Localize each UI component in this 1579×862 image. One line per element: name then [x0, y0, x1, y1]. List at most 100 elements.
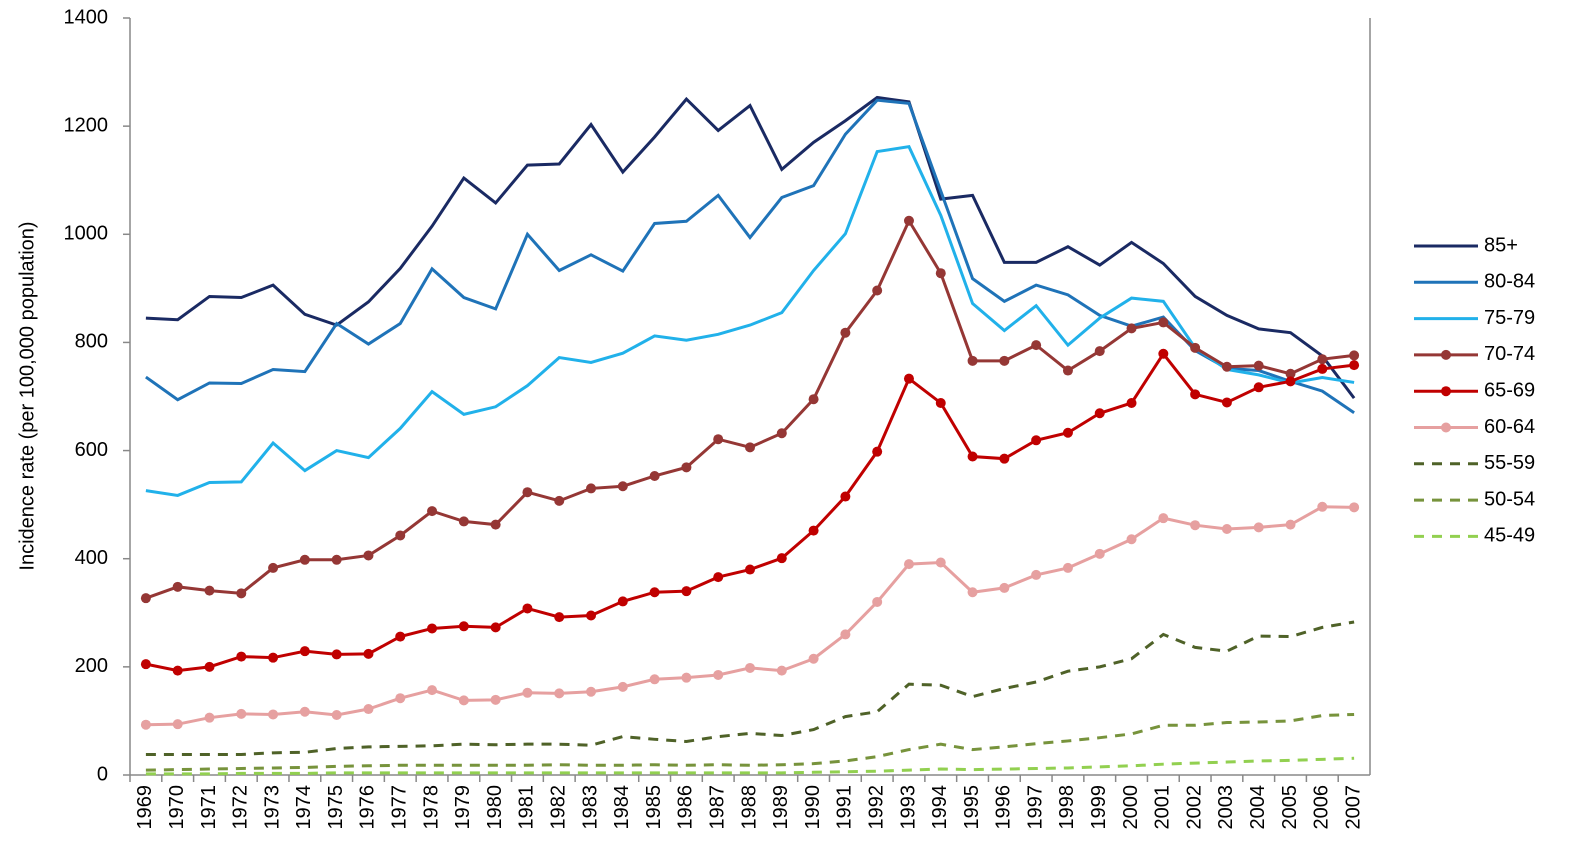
point	[1158, 348, 1169, 359]
y-axis-label: Incidence rate (per 100,000 population)	[16, 221, 38, 570]
point	[1190, 342, 1201, 353]
point	[681, 586, 692, 597]
x-tick-label: 1980	[484, 785, 506, 830]
point	[268, 562, 279, 573]
point	[395, 693, 406, 704]
point	[363, 704, 374, 715]
point	[172, 719, 183, 730]
point	[236, 588, 247, 599]
x-tick-label: 1976	[357, 785, 379, 830]
point	[1190, 520, 1201, 531]
point	[204, 712, 215, 723]
legend-label: 50-54	[1484, 488, 1535, 510]
point	[427, 506, 438, 517]
legend-label: 80-84	[1484, 271, 1535, 293]
x-tick-label: 1982	[548, 785, 570, 830]
point	[522, 487, 533, 498]
point	[872, 446, 883, 457]
point	[1317, 363, 1328, 374]
point	[172, 665, 183, 676]
point	[490, 622, 501, 633]
point	[1317, 501, 1328, 512]
legend-label: 70-74	[1484, 343, 1535, 365]
x-tick-label: 1989	[770, 785, 792, 830]
point	[458, 695, 469, 706]
y-tick-label: 1200	[64, 114, 109, 136]
point	[1253, 382, 1264, 393]
series-line	[145, 217, 1355, 600]
x-tick-label: 1995	[961, 785, 983, 830]
x-tick-label: 1978	[420, 785, 442, 830]
x-tick-label: 1984	[611, 785, 633, 830]
point	[649, 587, 660, 598]
x-tick-label: 1997	[1024, 785, 1046, 830]
point	[204, 585, 215, 596]
point	[872, 285, 883, 296]
point	[1062, 562, 1073, 573]
legend-label: 65-69	[1484, 379, 1535, 401]
point	[840, 491, 851, 502]
x-tick-label: 2006	[1311, 785, 1333, 830]
x-tick-label: 1972	[230, 785, 252, 830]
point	[1158, 317, 1169, 328]
legend-marker	[1441, 422, 1451, 433]
x-tick-label: 1985	[643, 785, 665, 830]
point	[586, 483, 597, 494]
legend-marker	[1441, 386, 1451, 397]
x-tick-label: 1983	[579, 785, 601, 830]
point	[1126, 534, 1137, 545]
point	[172, 581, 183, 592]
series-line	[145, 98, 1355, 414]
x-tick-label: 1975	[325, 785, 347, 830]
point	[999, 453, 1010, 464]
point	[903, 373, 914, 384]
point	[1221, 361, 1232, 372]
point	[935, 557, 946, 568]
point	[840, 327, 851, 338]
point	[1221, 523, 1232, 534]
x-tick-label: 2001	[1152, 785, 1174, 830]
point	[395, 631, 406, 642]
point	[1031, 340, 1042, 351]
point	[935, 397, 946, 408]
point	[1285, 519, 1296, 530]
series-line	[145, 145, 1355, 497]
point	[363, 648, 374, 659]
point	[745, 442, 755, 453]
point	[1253, 522, 1264, 533]
point	[299, 646, 310, 657]
x-tick-label: 1977	[389, 785, 411, 830]
x-tick-label: 1994	[929, 785, 951, 830]
point	[522, 687, 533, 698]
point	[490, 519, 501, 530]
point	[1253, 360, 1264, 371]
point	[1190, 389, 1201, 400]
point	[236, 651, 247, 662]
point	[1349, 350, 1360, 361]
point	[1031, 435, 1042, 446]
point	[1031, 569, 1042, 580]
point	[268, 652, 279, 663]
legend-label: 75-79	[1484, 307, 1535, 329]
x-tick-label: 1987	[706, 785, 728, 830]
point	[1285, 376, 1296, 387]
y-tick-label: 1000	[64, 223, 109, 245]
point	[140, 659, 151, 670]
point	[1094, 548, 1105, 559]
point	[427, 623, 438, 634]
series-line	[145, 620, 1355, 756]
point	[1285, 368, 1296, 379]
point	[840, 629, 851, 640]
x-tick-label: 1988	[738, 785, 760, 830]
point	[617, 596, 628, 607]
point	[1158, 513, 1169, 524]
x-tick-label: 2007	[1342, 785, 1364, 830]
point	[522, 603, 533, 614]
point	[268, 709, 279, 720]
point	[363, 550, 374, 561]
point	[427, 685, 438, 696]
x-tick-label: 1993	[897, 785, 919, 830]
point	[331, 649, 342, 660]
point	[713, 572, 724, 583]
y-tick-label: 1400	[64, 6, 109, 28]
